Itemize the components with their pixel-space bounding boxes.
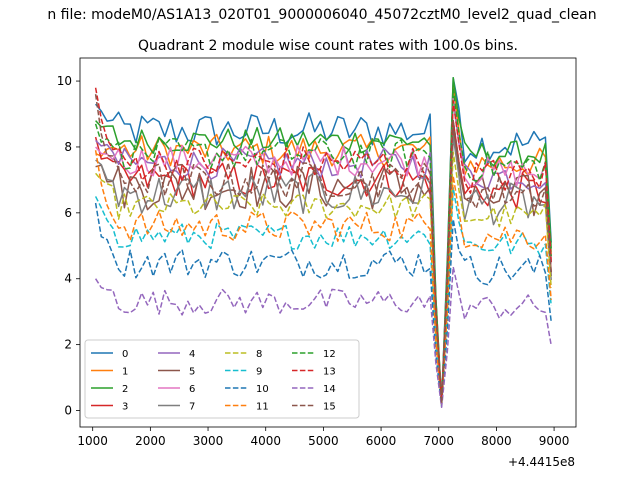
legend-label-14: 14 [323, 384, 336, 395]
series-line-7 [95, 135, 552, 405]
series-line-8 [95, 151, 552, 406]
legend-label-3: 3 [122, 402, 128, 413]
axes-frame [79, 57, 577, 428]
y-tick-label: 10 [57, 74, 72, 88]
chart-title: Quadrant 2 module wise count rates with … [138, 38, 518, 54]
x-tick-label: 3000 [193, 434, 224, 448]
x-tick-label: 9000 [539, 434, 570, 448]
x-tick-label: 8000 [481, 434, 512, 448]
x-tick-label: 4000 [250, 434, 281, 448]
x-tick-label: 7000 [423, 434, 454, 448]
y-axis: 0 2 4 6 8 10 [57, 74, 80, 418]
x-tick-label: 2000 [135, 434, 166, 448]
y-tick-label: 0 [64, 404, 72, 418]
y-tick-label: 2 [64, 338, 72, 352]
legend-label-0: 0 [122, 349, 128, 360]
legend-label-11: 11 [256, 402, 269, 413]
series-line-5 [95, 127, 552, 405]
legend-label-7: 7 [189, 402, 195, 413]
legend-label-5: 5 [189, 367, 195, 378]
legend-box [84, 339, 360, 419]
series-line-13 [94, 87, 552, 404]
legend-label-1: 1 [122, 367, 128, 378]
series-line-6 [95, 96, 552, 404]
x-tick-label: 1000 [77, 434, 108, 448]
series-line-15 [94, 94, 552, 405]
y-tick-label: 8 [64, 140, 72, 154]
series-line-10 [94, 202, 552, 407]
legend-label-10: 10 [256, 384, 269, 395]
series-line-0 [95, 77, 552, 403]
legend-label-15: 15 [323, 402, 336, 413]
x-tick-label: 5000 [308, 434, 339, 448]
legend-label-12: 12 [323, 349, 336, 360]
legend-label-4: 4 [189, 349, 195, 360]
series-line-12 [94, 88, 552, 404]
y-tick-label: 6 [64, 206, 72, 220]
series-lines [94, 77, 552, 409]
x-axis-offset-label: +4.4415e8 [508, 455, 575, 469]
legend-label-8: 8 [256, 349, 262, 360]
x-tick-label: 6000 [366, 434, 397, 448]
legend-label-2: 2 [122, 384, 128, 395]
x-axis: 1000 2000 3000 4000 5000 6000 7000 8000 9000 [77, 427, 569, 448]
legend-label-6: 6 [189, 384, 195, 395]
legend-label-13: 13 [323, 367, 336, 378]
series-line-11 [94, 150, 552, 406]
legend-label-9: 9 [256, 367, 262, 378]
series-line-14 [94, 266, 552, 409]
figure-suptitle: n file: modeM0/AS1A13_020T01_9000006040_… [47, 7, 596, 23]
y-tick-label: 4 [64, 272, 72, 286]
